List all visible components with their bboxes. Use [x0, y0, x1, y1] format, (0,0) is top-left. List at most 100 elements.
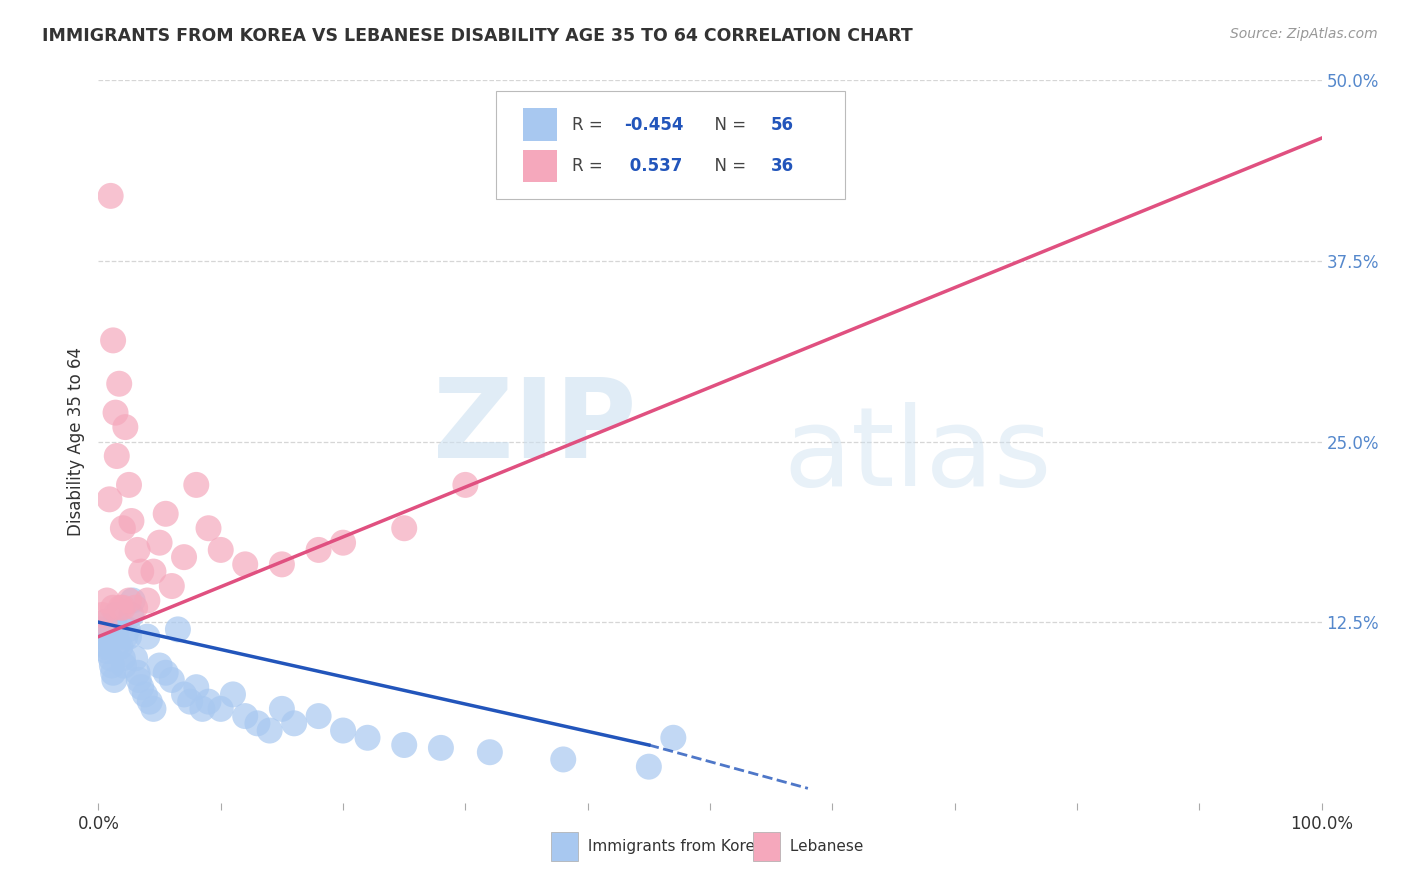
- Point: [96, 593, 118, 607]
- Point: [160, 579, 183, 593]
- Bar: [551, 831, 578, 861]
- Text: Lebanese: Lebanese: [785, 838, 863, 854]
- Point: [270, 702, 294, 716]
- Point: [308, 709, 330, 723]
- Text: N =: N =: [704, 116, 751, 134]
- FancyBboxPatch shape: [496, 91, 845, 200]
- Point: [103, 673, 125, 687]
- Point: [110, 640, 132, 654]
- Point: [105, 623, 128, 637]
- Point: [105, 449, 128, 463]
- Text: Source: ZipAtlas.com: Source: ZipAtlas.com: [1230, 27, 1378, 41]
- Point: [136, 593, 159, 607]
- Point: [93, 615, 115, 630]
- Text: ZIP: ZIP: [433, 374, 637, 481]
- Point: [197, 521, 219, 535]
- Point: [93, 615, 115, 630]
- Text: 56: 56: [772, 116, 794, 134]
- Point: [179, 695, 201, 709]
- Point: [454, 478, 477, 492]
- Text: 0.537: 0.537: [624, 157, 683, 175]
- Point: [191, 702, 214, 716]
- Point: [637, 760, 661, 774]
- Point: [112, 658, 135, 673]
- Point: [233, 709, 256, 723]
- Point: [209, 702, 232, 716]
- Point: [111, 600, 134, 615]
- Point: [761, 102, 783, 116]
- Point: [160, 673, 183, 687]
- Point: [128, 673, 150, 687]
- Point: [110, 600, 132, 615]
- Point: [101, 665, 124, 680]
- Point: [94, 640, 117, 654]
- Point: [186, 478, 208, 492]
- Point: [111, 651, 134, 665]
- Point: [134, 687, 156, 701]
- Point: [91, 607, 114, 622]
- Point: [127, 542, 149, 557]
- Point: [129, 680, 152, 694]
- Point: [124, 651, 146, 665]
- Point: [118, 593, 141, 607]
- Point: [155, 665, 177, 680]
- Point: [392, 521, 416, 535]
- Text: Immigrants from Korea: Immigrants from Korea: [583, 838, 765, 854]
- Point: [101, 658, 124, 673]
- Point: [246, 716, 269, 731]
- Point: [356, 731, 378, 745]
- Text: N =: N =: [704, 157, 751, 175]
- Text: IMMIGRANTS FROM KOREA VS LEBANESE DISABILITY AGE 35 TO 64 CORRELATION CHART: IMMIGRANTS FROM KOREA VS LEBANESE DISABI…: [42, 27, 912, 45]
- Point: [149, 535, 172, 549]
- Point: [120, 514, 142, 528]
- Point: [167, 623, 190, 637]
- Point: [118, 630, 141, 644]
- Point: [392, 738, 416, 752]
- Point: [91, 630, 114, 644]
- Point: [107, 637, 129, 651]
- Point: [662, 731, 685, 745]
- Bar: [523, 109, 557, 141]
- Point: [100, 651, 122, 665]
- Point: [149, 658, 172, 673]
- Point: [111, 521, 134, 535]
- Point: [283, 716, 305, 731]
- Point: [114, 420, 136, 434]
- Point: [97, 623, 120, 637]
- Point: [270, 558, 294, 572]
- Text: R =: R =: [572, 116, 607, 134]
- Text: R =: R =: [572, 157, 607, 175]
- Point: [222, 687, 245, 701]
- Point: [104, 607, 127, 622]
- Point: [173, 550, 195, 565]
- Point: [104, 406, 127, 420]
- Point: [142, 702, 165, 716]
- Point: [209, 542, 232, 557]
- Point: [332, 723, 354, 738]
- Point: [139, 695, 162, 709]
- Point: [117, 623, 139, 637]
- Point: [142, 565, 165, 579]
- Point: [90, 623, 112, 637]
- Point: [98, 492, 121, 507]
- Point: [121, 593, 143, 607]
- Point: [197, 695, 219, 709]
- Point: [98, 630, 121, 644]
- Point: [308, 542, 330, 557]
- Point: [101, 334, 124, 348]
- Point: [155, 507, 177, 521]
- Point: [124, 600, 146, 615]
- Point: [553, 752, 575, 766]
- Point: [136, 630, 159, 644]
- Bar: [752, 831, 780, 861]
- Point: [120, 607, 142, 622]
- Y-axis label: Disability Age 35 to 64: Disability Age 35 to 64: [66, 347, 84, 536]
- Point: [233, 558, 256, 572]
- Point: [96, 644, 118, 658]
- Point: [108, 376, 131, 391]
- Text: 36: 36: [772, 157, 794, 175]
- Point: [173, 687, 195, 701]
- Point: [127, 665, 149, 680]
- Bar: [523, 150, 557, 182]
- Text: atlas: atlas: [783, 402, 1052, 509]
